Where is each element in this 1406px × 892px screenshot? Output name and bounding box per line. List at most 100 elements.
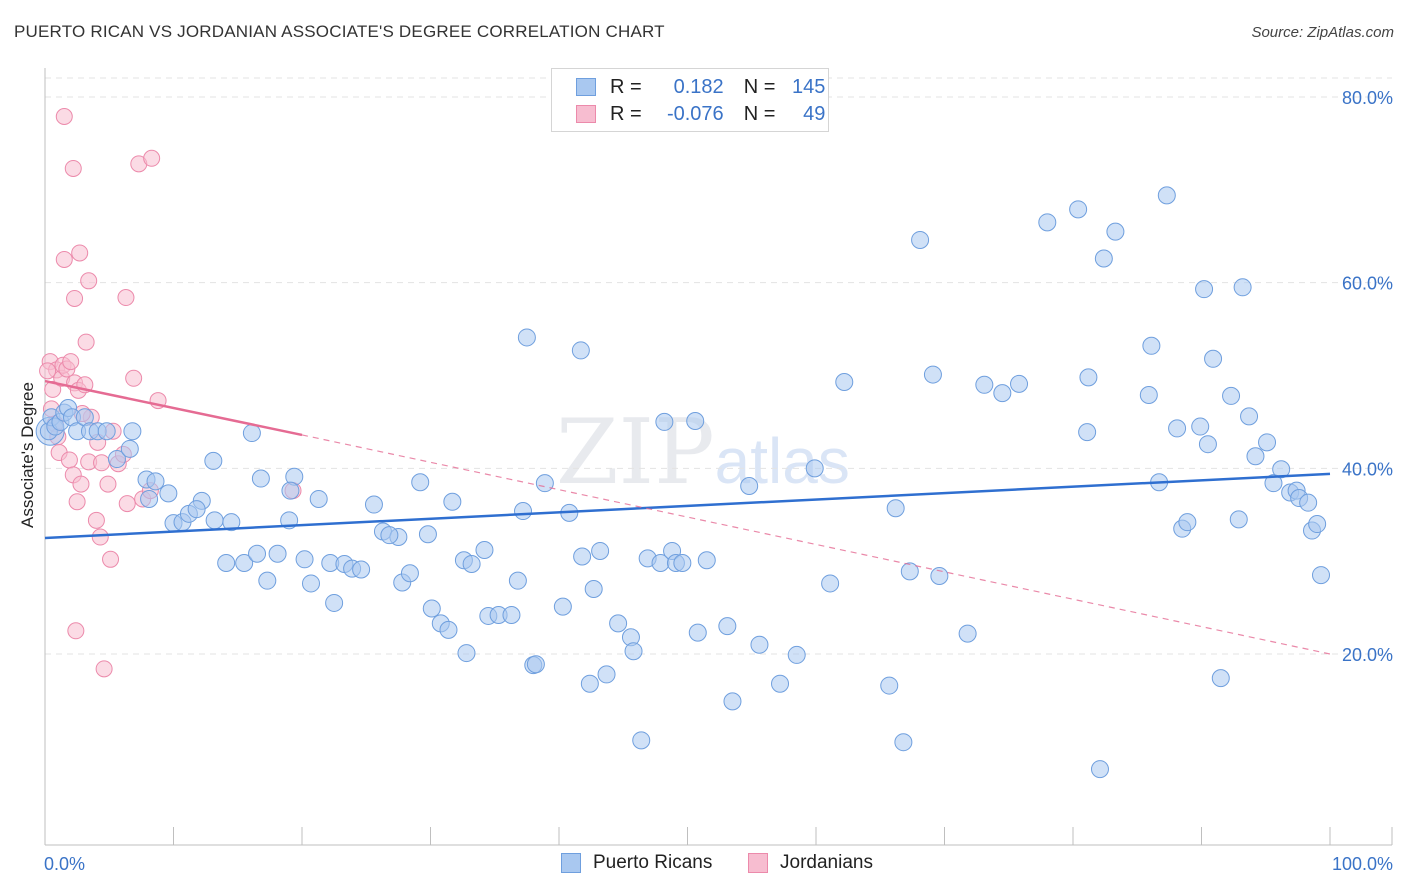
puerto-rican-point [886,499,905,518]
puerto-rican-point [571,341,590,360]
puerto-rican-point [1191,417,1210,436]
puerto-rican-point [1299,493,1318,512]
puerto-rican-point [553,597,572,616]
puerto-rican-point [1264,474,1283,493]
puerto-rican-point [352,560,371,579]
puerto-rican-point [1094,249,1113,268]
jordanian-point [102,550,120,568]
puerto-rican-point [771,674,790,693]
puerto-rican-point [1246,447,1265,466]
legend-row-jordanians: R = -0.076 N = 49 [576,101,825,127]
jordanian-point [68,493,86,511]
puerto-rican-point [422,599,441,618]
puerto-rican-point [295,550,314,569]
legend-series: Puerto Ricans Jordanians [0,852,1406,876]
y-axis-label: Associate's Degree [18,382,37,528]
puerto-rican-point [597,665,616,684]
puerto-rican-point [235,554,254,573]
puerto-rican-point [1272,460,1291,479]
legend-swatch-pink [576,105,596,123]
jordanian-point [64,159,82,177]
axes [44,68,1393,846]
jordanian-point [99,475,117,493]
puerto-rican-point [1204,349,1223,368]
jordanians-trend-line [44,379,303,437]
puerto-rican-point [1142,336,1161,355]
puerto-rican-point [673,554,692,573]
puerto-rican-point [411,473,430,492]
jordanian-point [60,451,78,469]
y-tick-label: 40.0% [1342,459,1393,479]
jordanian-point [55,107,73,125]
puerto-rican-point [309,489,328,508]
puerto-rican-point [624,642,643,661]
jordanian-point [91,528,109,546]
jordanians-points [39,107,302,678]
puerto-rican-point [107,450,126,469]
puerto-rican-point [222,513,241,532]
puerto-rican-point [517,328,536,347]
puerto-rican-point [242,424,261,443]
puerto-rican-point [688,623,707,642]
jordanian-point [77,333,95,351]
puerto-rican-point [573,547,592,566]
jordanian-point [125,369,143,387]
puerto-rican-point [1106,222,1125,241]
legend-swatch-pink [748,853,768,873]
puerto-rican-point [750,635,769,654]
puerto-rican-point [958,624,977,643]
puerto-rican-point [580,674,599,693]
puerto-rican-point [894,733,913,752]
legend-item-puerto-ricans[interactable]: Puerto Ricans [561,852,712,874]
puerto-rican-point [418,525,437,544]
puerto-rican-point [159,484,178,503]
puerto-rican-point [1139,385,1158,404]
jordanian-point [62,353,80,371]
jordanian-point [67,622,85,640]
puerto-rican-point [457,644,476,663]
legend-swatch-blue [576,78,596,96]
puerto-rican-point [325,593,344,612]
x-tick-label: 100.0% [1332,854,1393,874]
puerto-rican-point [1258,433,1277,452]
puerto-rican-point [475,541,494,560]
legend-item-jordanians[interactable]: Jordanians [748,852,873,874]
legend-stats: R = 0.182 N = 145 R = -0.076 N = 49 [551,68,829,132]
puerto-rican-point [1069,200,1088,219]
puerto-rican-point [655,412,674,431]
x-tick-label: 0.0% [44,854,85,874]
puerto-rican-point [1240,407,1259,426]
legend-r-label: R = [610,102,642,125]
puerto-rican-point [301,574,320,593]
puerto-rican-point [205,511,224,530]
y-tick-label: 80.0% [1342,88,1393,108]
puerto-rican-point [686,411,705,430]
puerto-rican-point [1079,368,1098,387]
puerto-rican-point [1312,566,1331,585]
jordanian-point [71,244,89,262]
puerto-rican-point [1178,513,1197,532]
puerto-rican-point [281,481,300,500]
jordanian-point [93,454,111,472]
legend-r-value: -0.076 [666,102,724,125]
legend-r-value: 0.182 [673,75,724,98]
tick-labels: 20.0% 40.0% 60.0% 80.0% 0.0% 100.0% [44,88,1393,874]
legend-n-value: 49 [803,102,826,125]
puerto-rican-point [526,655,545,674]
trend-lines [44,379,1331,655]
puerto-rican-point [1233,278,1252,297]
legend-n-label: N = [743,75,776,98]
y-tick-label: 60.0% [1342,274,1393,294]
jordanian-point [143,149,161,167]
puerto-rican-point [718,617,737,636]
legend-row-puerto-ricans: R = 0.182 N = 145 [576,74,825,100]
puerto-rican-point [1195,280,1214,299]
puerto-rican-point [1038,213,1057,232]
puerto-rican-point [930,567,949,586]
puerto-rican-point [697,551,716,570]
jordanian-point [66,289,84,307]
puerto-rican-point [591,541,610,560]
puerto-rican-point [993,384,1012,403]
legend-label-jordanians: Jordanians [780,852,873,873]
puerto-rican-point [514,502,533,521]
